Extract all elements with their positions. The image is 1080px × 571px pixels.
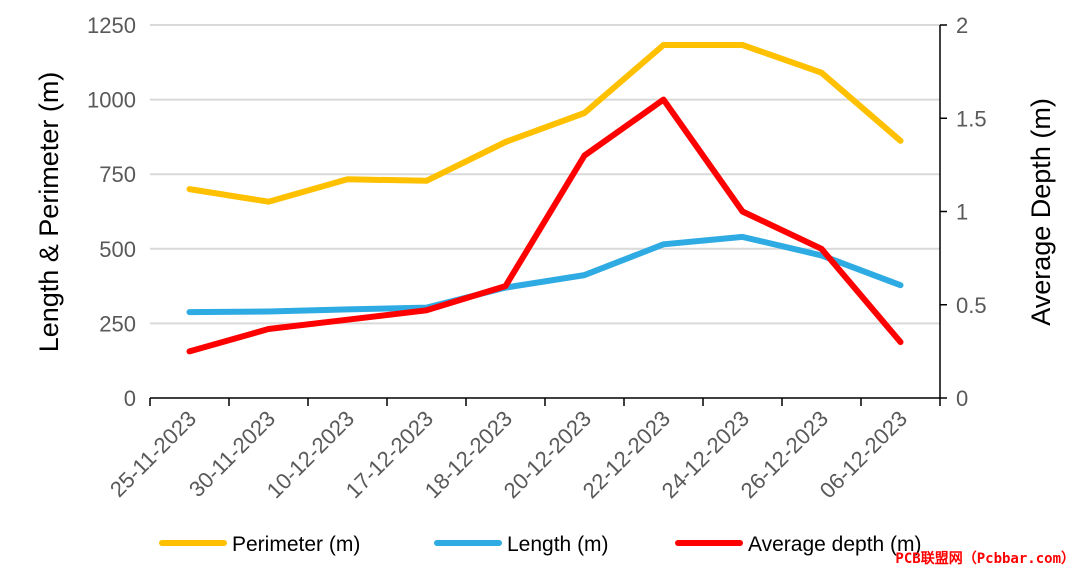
left-y-tick-label: 750 [99,162,136,187]
right-axis-title: Average Depth (m) [1026,98,1056,326]
legend-label: Average depth (m) [748,533,922,556]
gridlines [150,24,940,325]
right-y-tick-label: 1.5 [956,106,987,131]
right-y-tick-label: 1 [956,200,968,225]
series-line [186,233,904,316]
left-y-tick-label: 1250 [87,13,136,38]
left-axis-title: Length & Perimeter (m) [34,72,64,353]
axes [149,24,947,406]
left-y-tick-label: 250 [99,311,136,336]
x-tick-labels: 25-11-202330-11-202310-12-202317-12-2023… [105,406,912,503]
right-y-tick-label: 0 [956,386,968,411]
left-y-tick-label: 0 [124,386,136,411]
legend: Perimeter (m) Length (m) Average depth (m) [159,533,922,556]
left-y-tick-labels: 0 250 500 750 1000 1250 [87,13,136,411]
legend-label: Perimeter (m) [232,533,360,556]
series-line [186,42,904,205]
series-line [186,96,904,355]
right-y-tick-label: 2 [956,13,968,38]
legend-label: Length (m) [507,533,609,556]
right-y-tick-label: 0.5 [956,293,987,318]
series-lines [186,42,904,355]
right-y-tick-labels: 0 0.5 1 1.5 2 [956,13,987,411]
left-y-tick-label: 500 [99,237,136,262]
left-y-tick-label: 1000 [87,88,136,113]
watermark: PCB联盟网（Pcbbar.com） [895,551,1075,567]
